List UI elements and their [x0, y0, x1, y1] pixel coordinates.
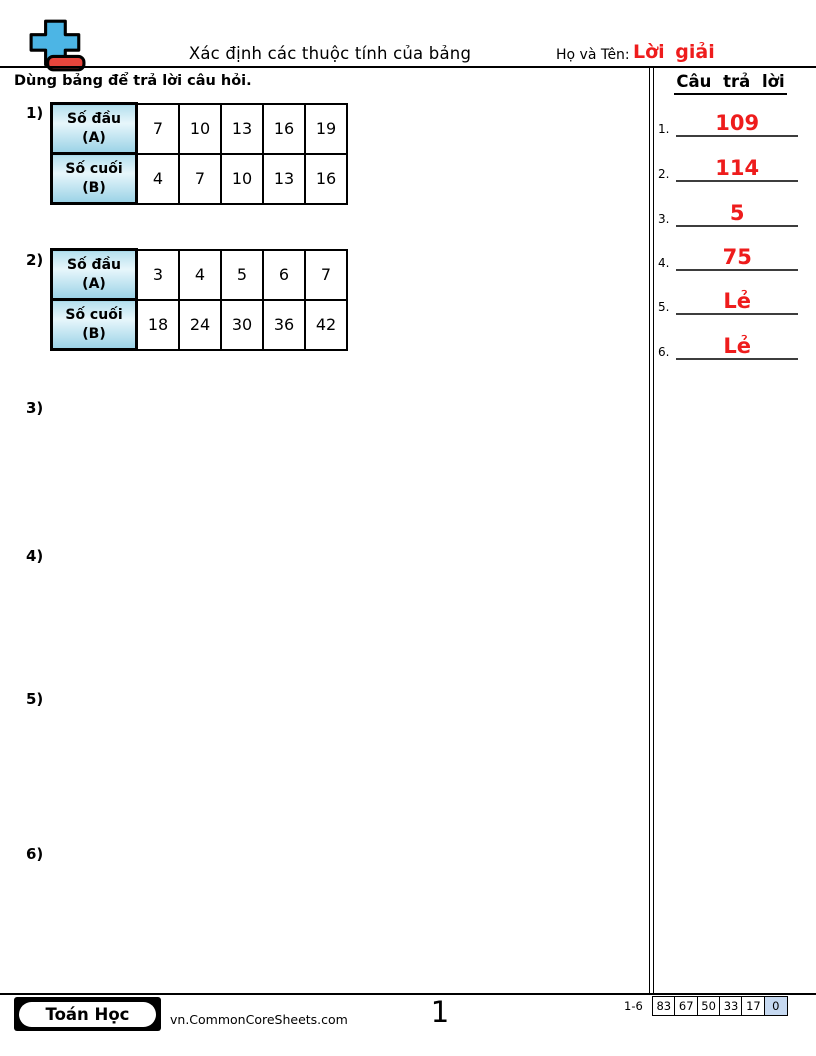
- answer-item: 3. 5: [658, 197, 798, 227]
- score-box: 83: [651, 996, 676, 1016]
- answer-item: 5. Lẻ: [658, 285, 798, 315]
- answer-number: 4.: [658, 256, 670, 270]
- problem-number: 6): [26, 845, 44, 863]
- answer-item: 2. 114: [658, 152, 798, 182]
- answer-number: 5.: [658, 300, 670, 314]
- table-value-cell: 13: [220, 102, 264, 155]
- answer-value: 5: [729, 200, 745, 225]
- problem-number: 3): [26, 399, 44, 417]
- data-table: Số đầu (A) 7 10 13 16 19 Số cuối (B) 4 7…: [50, 102, 348, 205]
- score-table: 1-6 83 67 50 33 17 0: [624, 996, 788, 1016]
- table-value-cell: 42: [304, 298, 348, 351]
- answer-line: 5: [676, 200, 798, 227]
- problem-number: 2): [26, 251, 44, 269]
- answers-title: Câu trả lời: [658, 72, 803, 95]
- answer-number: 3.: [658, 212, 670, 226]
- subject-badge-label: Toán Học: [19, 1001, 156, 1027]
- answer-item: 4. 75: [658, 241, 798, 271]
- table-value-cell: 7: [135, 102, 180, 155]
- answers-divider: [649, 68, 654, 993]
- table-value-cell: 24: [178, 298, 222, 351]
- page-title: Xác định các thuộc tính của bảng: [188, 44, 472, 63]
- answer-value: Lẻ: [723, 333, 752, 358]
- answer-key-label: Lời giải: [633, 41, 715, 63]
- name-label: Họ và Tên:: [556, 47, 630, 63]
- problem-number: 1): [26, 104, 44, 122]
- answer-item: 1. 109: [658, 107, 798, 137]
- score-range-label: 1-6: [624, 999, 643, 1013]
- table-row: Số đầu (A) 3 4 5 6 7: [50, 248, 348, 301]
- table-value-cell: 18: [135, 298, 180, 351]
- answer-value: 109: [715, 110, 760, 135]
- table-value-cell: 10: [178, 102, 222, 155]
- table-row-header-cell: Số cuối (B): [50, 152, 138, 205]
- table-value-cell: 36: [262, 298, 306, 351]
- answer-number: 2.: [658, 167, 670, 181]
- score-box: 33: [719, 996, 744, 1016]
- table-value-cell: 30: [220, 298, 264, 351]
- page-number: 1: [430, 995, 450, 1029]
- table-row: Số cuối (B) 4 7 10 13 16: [50, 152, 348, 205]
- answer-number: 6.: [658, 345, 670, 359]
- table-value-cell: 13: [262, 152, 306, 205]
- score-box: 17: [741, 996, 766, 1016]
- answer-line: 109: [676, 110, 798, 137]
- site-url: vn.CommonCoreSheets.com: [170, 1012, 348, 1027]
- score-box: 50: [696, 996, 721, 1016]
- subject-badge: Toán Học: [14, 997, 161, 1031]
- header-rule: [0, 66, 816, 68]
- table-value-cell: 4: [178, 248, 222, 301]
- answer-line: Lẻ: [676, 288, 798, 315]
- table-value-cell: 4: [135, 152, 180, 205]
- answer-line: 114: [676, 155, 798, 182]
- table-value-cell: 3: [135, 248, 180, 301]
- problem-number: 5): [26, 690, 44, 708]
- table-value-cell: 16: [262, 102, 306, 155]
- table-row-header-cell: Số đầu (A): [50, 102, 138, 155]
- answer-line: Lẻ: [676, 333, 798, 360]
- data-table: Số đầu (A) 3 4 5 6 7 Số cuối (B) 18 24 3…: [50, 248, 348, 351]
- footer-rule: [0, 993, 816, 995]
- answer-value: Lẻ: [723, 288, 752, 313]
- table-value-cell: 10: [220, 152, 264, 205]
- table-row: Số đầu (A) 7 10 13 16 19: [50, 102, 348, 155]
- table-row-header-cell: Số cuối (B): [50, 298, 138, 351]
- answer-value: 75: [722, 244, 752, 269]
- problem-number: 4): [26, 547, 44, 565]
- answer-line: 75: [676, 244, 798, 271]
- table-row-header-cell: Số đầu (A): [50, 248, 138, 301]
- table-value-cell: 16: [304, 152, 348, 205]
- instruction-text: Dùng bảng để trả lời câu hỏi.: [14, 73, 252, 89]
- score-box-highlighted: 0: [763, 996, 788, 1016]
- answer-item: 6. Lẻ: [658, 330, 798, 360]
- plus-minus-logo-icon: [29, 19, 86, 72]
- table-row: Số cuối (B) 18 24 30 36 42: [50, 298, 348, 351]
- table-value-cell: 6: [262, 248, 306, 301]
- table-value-cell: 7: [178, 152, 222, 205]
- score-box: 67: [674, 996, 699, 1016]
- answer-number: 1.: [658, 122, 670, 136]
- answer-value: 114: [715, 155, 760, 180]
- table-value-cell: 19: [304, 102, 348, 155]
- table-value-cell: 5: [220, 248, 264, 301]
- table-value-cell: 7: [304, 248, 348, 301]
